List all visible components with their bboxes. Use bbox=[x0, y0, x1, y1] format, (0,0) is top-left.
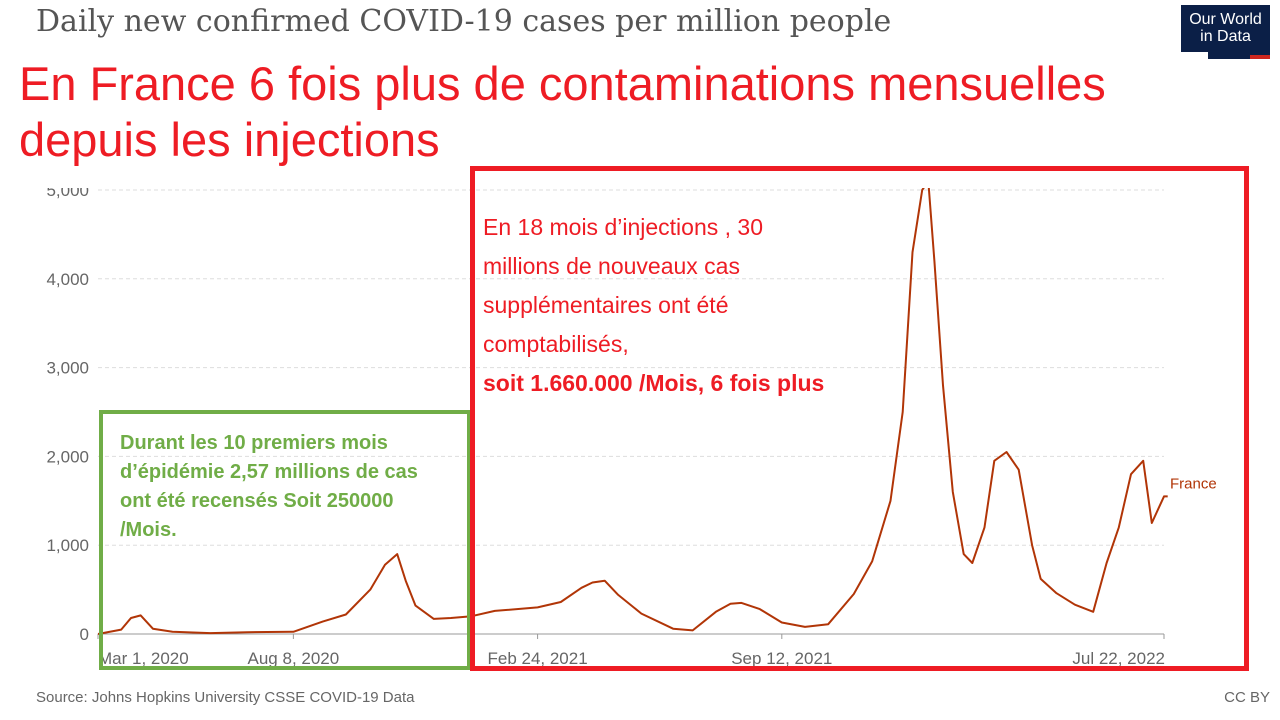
red-annotation-box bbox=[470, 166, 1249, 671]
red-annotation-line: millions de nouveaux cas bbox=[483, 253, 740, 279]
y-tick-label: 2,000 bbox=[46, 447, 89, 466]
x-tick-label: Aug 8, 2020 bbox=[248, 649, 340, 668]
green-annotation-line: ont été recensés Soit 250000 bbox=[120, 490, 394, 512]
series-label-france: France bbox=[1170, 475, 1217, 492]
green-annotation-line: /Mois. bbox=[120, 519, 177, 541]
x-tick-label: Jul 22, 2022 bbox=[1072, 649, 1165, 668]
green-annotation-line: d’épidémie 2,57 millions de cas bbox=[120, 461, 418, 483]
red-annotation-conclusion: soit 1.660.000 /Mois, 6 fois plus bbox=[483, 370, 825, 396]
y-tick-label: 4,000 bbox=[46, 270, 89, 289]
headline-background bbox=[8, 52, 1208, 188]
headline-line-1: En France 6 fois plus de contaminations … bbox=[19, 57, 1106, 110]
y-tick-label: 0 bbox=[80, 625, 89, 644]
red-annotation-text: En 18 mois d’injections , 30 millions de… bbox=[483, 208, 923, 403]
green-annotation-line: Durant les 10 premiers mois bbox=[120, 432, 388, 454]
logo-line-2: in Data bbox=[1200, 28, 1251, 45]
logo-line-1: Our World bbox=[1189, 11, 1262, 28]
x-tick-label: Sep 12, 2021 bbox=[731, 649, 832, 668]
x-tick-label: Mar 1, 2020 bbox=[98, 649, 189, 668]
green-annotation-text: Durant les 10 premiers mois d’épidémie 2… bbox=[120, 429, 472, 545]
license-link[interactable]: CC BY bbox=[1224, 689, 1270, 706]
red-annotation-line: comptabilisés, bbox=[483, 331, 629, 357]
source-note: Source: Johns Hopkins University CSSE CO… bbox=[36, 689, 415, 706]
x-tick-label: Feb 24, 2021 bbox=[487, 649, 587, 668]
y-tick-label: 1,000 bbox=[46, 536, 89, 555]
series-line-france bbox=[97, 180, 1168, 635]
y-tick-label: 3,000 bbox=[46, 359, 89, 378]
red-annotation-line: En 18 mois d’injections , 30 bbox=[483, 214, 763, 240]
headline-line-2: depuis les injections bbox=[19, 113, 440, 166]
headline: En France 6 fois plus de contaminations … bbox=[19, 56, 1239, 168]
owid-logo[interactable]: Our World in Data bbox=[1181, 5, 1270, 59]
red-annotation-line: supplémentaires ont été bbox=[483, 292, 729, 318]
chart-title: Daily new confirmed COVID-19 cases per m… bbox=[36, 4, 892, 39]
green-annotation-box bbox=[99, 410, 471, 670]
logo-accent-bar bbox=[1250, 55, 1270, 59]
